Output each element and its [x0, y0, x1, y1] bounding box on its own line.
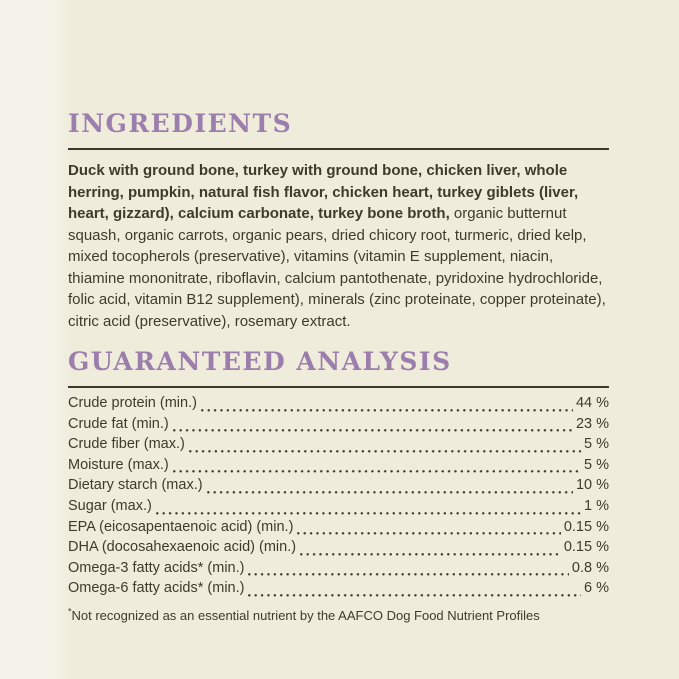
analysis-row: DHA (docosahexaenoic acid) (min.) 0.15 %: [68, 539, 609, 560]
dot-leader: [155, 511, 581, 515]
analysis-label: Crude fat (min.): [68, 415, 169, 432]
analysis-value: 44 %: [575, 395, 609, 411]
analysis-label: Dietary starch (max.): [68, 477, 203, 494]
footnote-text: Not recognized as an essential nutrient …: [71, 607, 540, 623]
dot-leader: [172, 470, 581, 474]
analysis-row: Omega-6 fatty acids* (min.) 6 %: [68, 580, 609, 601]
analysis-row: Crude fat (min.) 23 %: [68, 416, 609, 437]
analysis-label: Omega-6 fatty acids* (min.): [68, 580, 245, 597]
analysis-value: 5 %: [584, 436, 609, 453]
dot-leader: [297, 532, 561, 536]
analysis-row: EPA (eicosapentaenoic acid) (min.) 0.15 …: [68, 519, 609, 540]
analysis-value: 23 %: [575, 415, 609, 432]
analysis-value: 5 %: [584, 456, 609, 473]
footnote-asterisk: *: [68, 606, 72, 617]
dot-leader: [300, 552, 561, 556]
analysis-value: 6 %: [584, 580, 609, 597]
analysis-row: Crude fiber (max.) 5 %: [68, 436, 609, 457]
dot-leader: [248, 593, 581, 597]
guaranteed-analysis-divider: [68, 386, 609, 388]
analysis-label: DHA (docosahexaenoic acid) (min.): [68, 539, 297, 556]
analysis-row: Sugar (max.) 1 %: [68, 498, 609, 519]
dot-leader: [172, 429, 573, 433]
dot-leader: [248, 573, 569, 577]
ingredients-primary-text: Duck with ground bone, turkey with groun…: [68, 162, 579, 222]
analysis-label: EPA (eicosapentaenoic acid) (min.): [68, 518, 294, 535]
guaranteed-analysis-title: GUARANTEED ANALYSIS: [68, 347, 452, 376]
dot-leader: [200, 408, 573, 412]
analysis-row: Crude protein (min.) 44 %: [68, 395, 609, 416]
analysis-value: 0.8 %: [571, 559, 609, 576]
analysis-row: Omega-3 fatty acids* (min.) 0.8 %: [68, 560, 609, 581]
ingredients-section: INGREDIENTS Duck with ground bone, turke…: [68, 111, 609, 332]
analysis-label: Crude fiber (max.): [68, 436, 185, 453]
analysis-value: 1 %: [584, 497, 609, 514]
analysis-value: 0.15 %: [563, 518, 609, 535]
guaranteed-analysis-section: GUARANTEED ANALYSIS Crude protein (min.)…: [68, 349, 609, 623]
analysis-label: Sugar (max.): [68, 497, 152, 514]
aafco-footnote: *Not recognized as an essential nutrient…: [68, 606, 609, 623]
analysis-label: Crude protein (min.): [68, 395, 197, 411]
ingredients-title: INGREDIENTS: [68, 109, 293, 138]
analysis-row: Moisture (max.) 5 %: [68, 457, 609, 478]
analysis-label: Omega-3 fatty acids* (min.): [68, 559, 245, 576]
analysis-value: 0.15 %: [563, 539, 609, 556]
dot-leader: [188, 449, 581, 453]
ingredients-secondary-text: organic butternut squash, organic carrot…: [68, 205, 606, 330]
ingredients-text: Duck with ground bone, turkey with groun…: [68, 160, 609, 332]
analysis-table: Crude protein (min.) 44 % Crude fat (min…: [68, 395, 609, 601]
ingredients-divider: [68, 148, 609, 150]
analysis-label: Moisture (max.): [68, 456, 169, 473]
analysis-value: 10 %: [575, 477, 609, 494]
pet-food-label: INGREDIENTS Duck with ground bone, turke…: [68, 0, 609, 623]
dot-leader: [206, 490, 573, 494]
analysis-row: Dietary starch (max.) 10 %: [68, 477, 609, 498]
